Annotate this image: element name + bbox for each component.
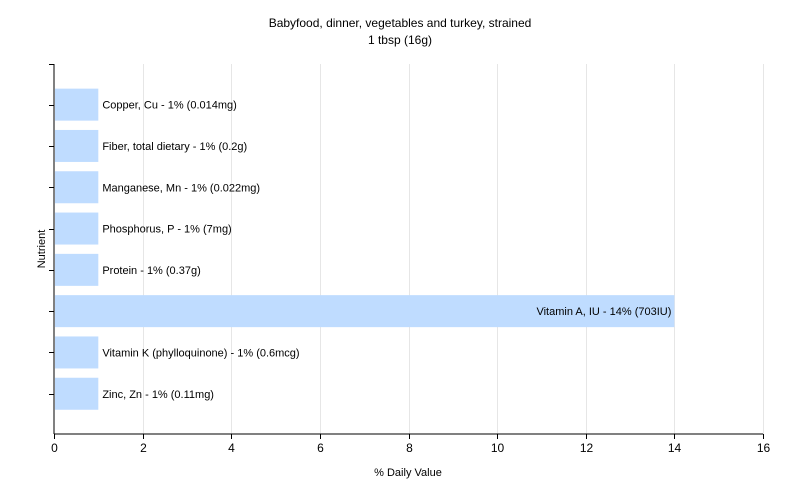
bar-label: Phosphorus, P - 1% (7mg) [102,224,231,236]
chart-title: Babyfood, dinner, vegetables and turkey,… [269,16,532,30]
axes [53,64,763,435]
bar [55,212,99,245]
bar [55,295,675,328]
x-tick-label: 6 [317,441,324,455]
bars: Copper, Cu - 1% (0.014mg) Fiber, total di… [55,88,675,410]
bar-label: Zinc, Zn - 1% (0.11mg) [102,389,214,401]
bar-label: Vitamin A, IU - 14% (703IU) [536,306,671,318]
x-tick-label: 12 [580,441,594,455]
bar-label: Manganese, Mn - 1% (0.022mg) [102,182,260,194]
y-axis-label: Nutrient [36,230,48,269]
x-axis-label: % Daily Value [374,467,442,479]
bar-label: Copper, Cu - 1% (0.014mg) [102,100,237,112]
bar [55,129,99,162]
bar [55,377,99,410]
gridlines [143,64,764,434]
bar-label: Vitamin K (phylloquinone) - 1% (0.6mcg) [102,347,299,359]
x-tick-label: 4 [228,441,235,455]
x-tick-label: 10 [491,441,505,455]
x-tick-label: 16 [757,441,771,455]
bar-label: Protein - 1% (0.37g) [102,265,200,277]
bar [55,88,99,121]
x-tick-label: 2 [140,441,147,455]
bar [55,253,99,286]
x-tick-label: 14 [668,441,682,455]
bar [55,336,99,369]
x-axis-ticks: 0 2 4 6 8 10 12 14 16 [51,434,770,455]
x-tick-label: 8 [406,441,413,455]
x-tick-label: 0 [51,441,58,455]
bar [55,171,99,204]
bar-label: Fiber, total dietary - 1% (0.2g) [102,141,247,153]
chart-subtitle: 1 tbsp (16g) [368,33,432,47]
y-axis-ticks [49,64,54,395]
